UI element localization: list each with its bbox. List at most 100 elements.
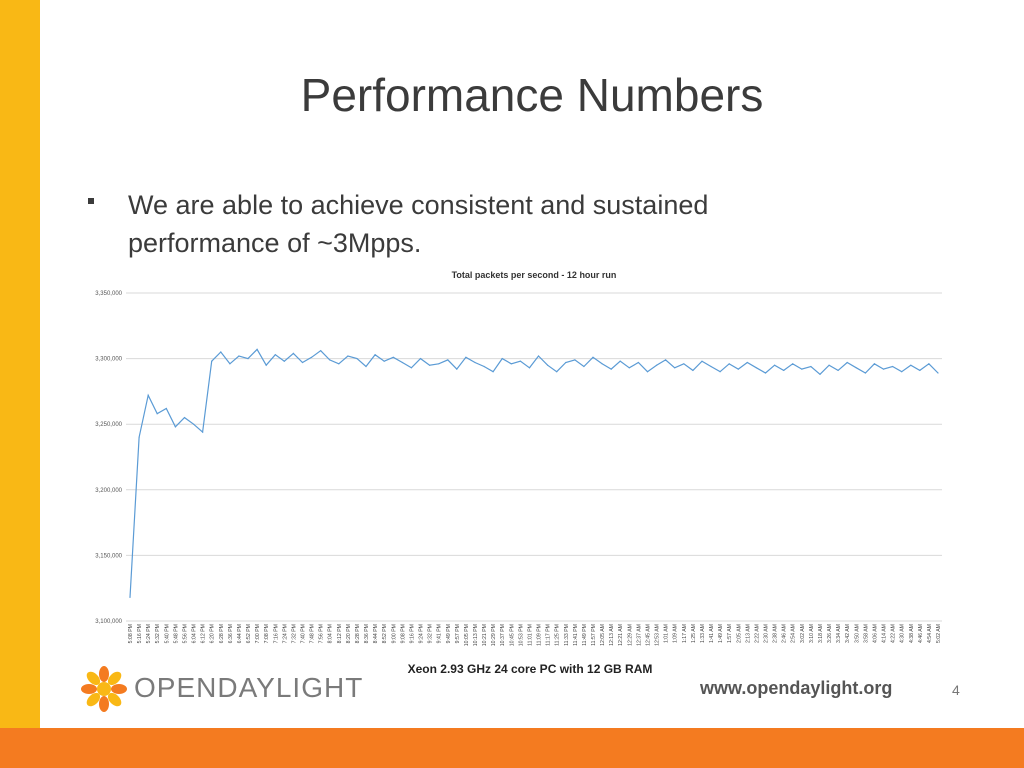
data-point — [937, 372, 939, 374]
data-point — [565, 361, 567, 364]
data-point — [465, 356, 467, 358]
packets-chart: Total packets per second - 12 hour run 3,… — [95, 270, 942, 646]
data-point — [220, 351, 222, 353]
y-tick-label: 3,100,000 — [95, 619, 122, 625]
data-point — [365, 365, 367, 368]
x-tick-label: 12:53 AM — [655, 624, 661, 646]
bullet-marker — [88, 198, 94, 204]
data-point — [528, 367, 531, 369]
website-url[interactable]: www.opendaylight.org — [700, 678, 893, 698]
data-point — [165, 407, 167, 410]
data-point — [601, 363, 603, 365]
data-point — [383, 360, 385, 362]
data-point — [193, 423, 195, 425]
x-tick-label: 9:00 PM — [391, 624, 397, 643]
x-tick-label: 11:17 PM — [546, 624, 552, 646]
data-point — [764, 372, 767, 374]
data-point — [892, 365, 894, 368]
x-tick-label: 10:37 PM — [500, 624, 506, 646]
data-point — [674, 367, 676, 369]
x-tick-label: 9:41 PM — [437, 624, 443, 643]
data-point — [919, 369, 921, 371]
data-point — [737, 368, 739, 370]
data-point — [783, 369, 785, 371]
x-tick-label: 10:21 PM — [482, 624, 488, 646]
x-tick-label: 11:49 PM — [582, 624, 588, 646]
x-tick-label: 5:48 PM — [173, 624, 179, 643]
data-point — [810, 365, 812, 368]
x-tick-label: 9:08 PM — [400, 624, 406, 643]
x-tick-label: 1:41 AM — [709, 624, 715, 643]
data-point — [447, 359, 449, 361]
data-point — [646, 371, 649, 373]
x-tick-label: 6:20 PM — [210, 624, 216, 643]
x-tick-label: 4:38 AM — [909, 624, 915, 643]
data-point — [683, 363, 685, 365]
x-tick-label: 1:33 AM — [700, 624, 706, 643]
x-tick-label: 1:09 AM — [673, 624, 679, 643]
data-point — [138, 436, 140, 438]
data-point — [628, 367, 630, 369]
x-tick-label: 9:57 PM — [455, 624, 461, 643]
hardware-caption: Xeon 2.93 GHz 24 core PC with 12 GB RAM — [407, 662, 653, 676]
x-tick-label: 3:42 AM — [845, 624, 851, 643]
data-point — [211, 360, 213, 362]
data-point — [928, 363, 930, 365]
x-tick-label: 7:48 PM — [310, 624, 316, 643]
series-line — [129, 348, 939, 598]
data-point — [311, 356, 313, 358]
x-tick-label: 5:56 PM — [182, 624, 188, 643]
data-point — [610, 368, 612, 370]
x-tick-label: 8:04 PM — [328, 624, 334, 643]
x-tick-label: 8:36 PM — [364, 624, 370, 643]
x-tick-label: 8:52 PM — [382, 624, 388, 643]
x-tick-label: 9:16 PM — [409, 624, 415, 643]
x-tick-label: 12:05 AM — [600, 624, 606, 646]
data-point — [755, 367, 758, 369]
data-point — [710, 365, 712, 368]
data-point — [356, 358, 358, 360]
x-tick-label: 1:25 AM — [691, 624, 697, 643]
data-point — [202, 431, 204, 433]
page-number: 4 — [952, 682, 960, 698]
x-tick-label: 6:28 PM — [219, 624, 225, 643]
x-tick-label: 2:54 AM — [791, 624, 797, 643]
opendaylight-logo: OPENDAYLIGHT — [78, 664, 368, 714]
x-tick-label: 12:13 AM — [609, 624, 615, 646]
data-point — [547, 364, 549, 366]
x-tick-label: 11:01 PM — [527, 624, 533, 646]
chart-title: Total packets per second - 12 hour run — [452, 270, 617, 280]
data-point — [637, 361, 640, 364]
x-tick-label: 3:18 AM — [818, 624, 824, 643]
data-point — [483, 365, 485, 368]
x-tick-label: 11:57 PM — [591, 624, 597, 646]
data-point — [556, 371, 558, 373]
data-point — [147, 394, 149, 396]
x-tick-label: 8:28 PM — [355, 624, 361, 643]
x-tick-label: 12:37 AM — [636, 624, 642, 646]
x-tick-label: 11:25 PM — [555, 624, 561, 646]
x-tick-label: 4:46 AM — [918, 624, 924, 643]
x-tick-label: 2:05 AM — [736, 624, 742, 643]
data-point — [656, 364, 658, 366]
data-point — [183, 417, 186, 419]
daylight-flower-icon — [81, 666, 127, 712]
data-point — [537, 355, 540, 357]
data-point — [692, 369, 694, 371]
x-tick-label: 3:26 AM — [827, 624, 833, 643]
data-point — [864, 372, 867, 374]
bullet-text: We are able to achieve consistent and su… — [128, 190, 709, 258]
data-point — [410, 367, 412, 369]
data-point — [574, 359, 576, 361]
data-point — [792, 363, 794, 365]
data-point — [229, 363, 231, 365]
x-tick-label: 1:57 AM — [727, 624, 733, 643]
x-tick-label: 3:02 AM — [800, 624, 806, 643]
data-point — [301, 361, 304, 364]
data-point — [583, 365, 585, 368]
data-point — [701, 360, 703, 362]
data-point — [774, 364, 776, 366]
x-tick-label: 11:41 PM — [573, 624, 579, 646]
x-tick-label: 3:58 AM — [863, 624, 869, 643]
data-point — [238, 355, 240, 357]
